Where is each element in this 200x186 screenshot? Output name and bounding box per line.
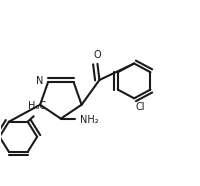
Text: H₃C: H₃C <box>27 101 45 111</box>
Text: O: O <box>93 50 101 60</box>
Text: NH₂: NH₂ <box>79 115 98 125</box>
Text: Cl: Cl <box>134 102 144 112</box>
Text: N: N <box>36 76 43 86</box>
